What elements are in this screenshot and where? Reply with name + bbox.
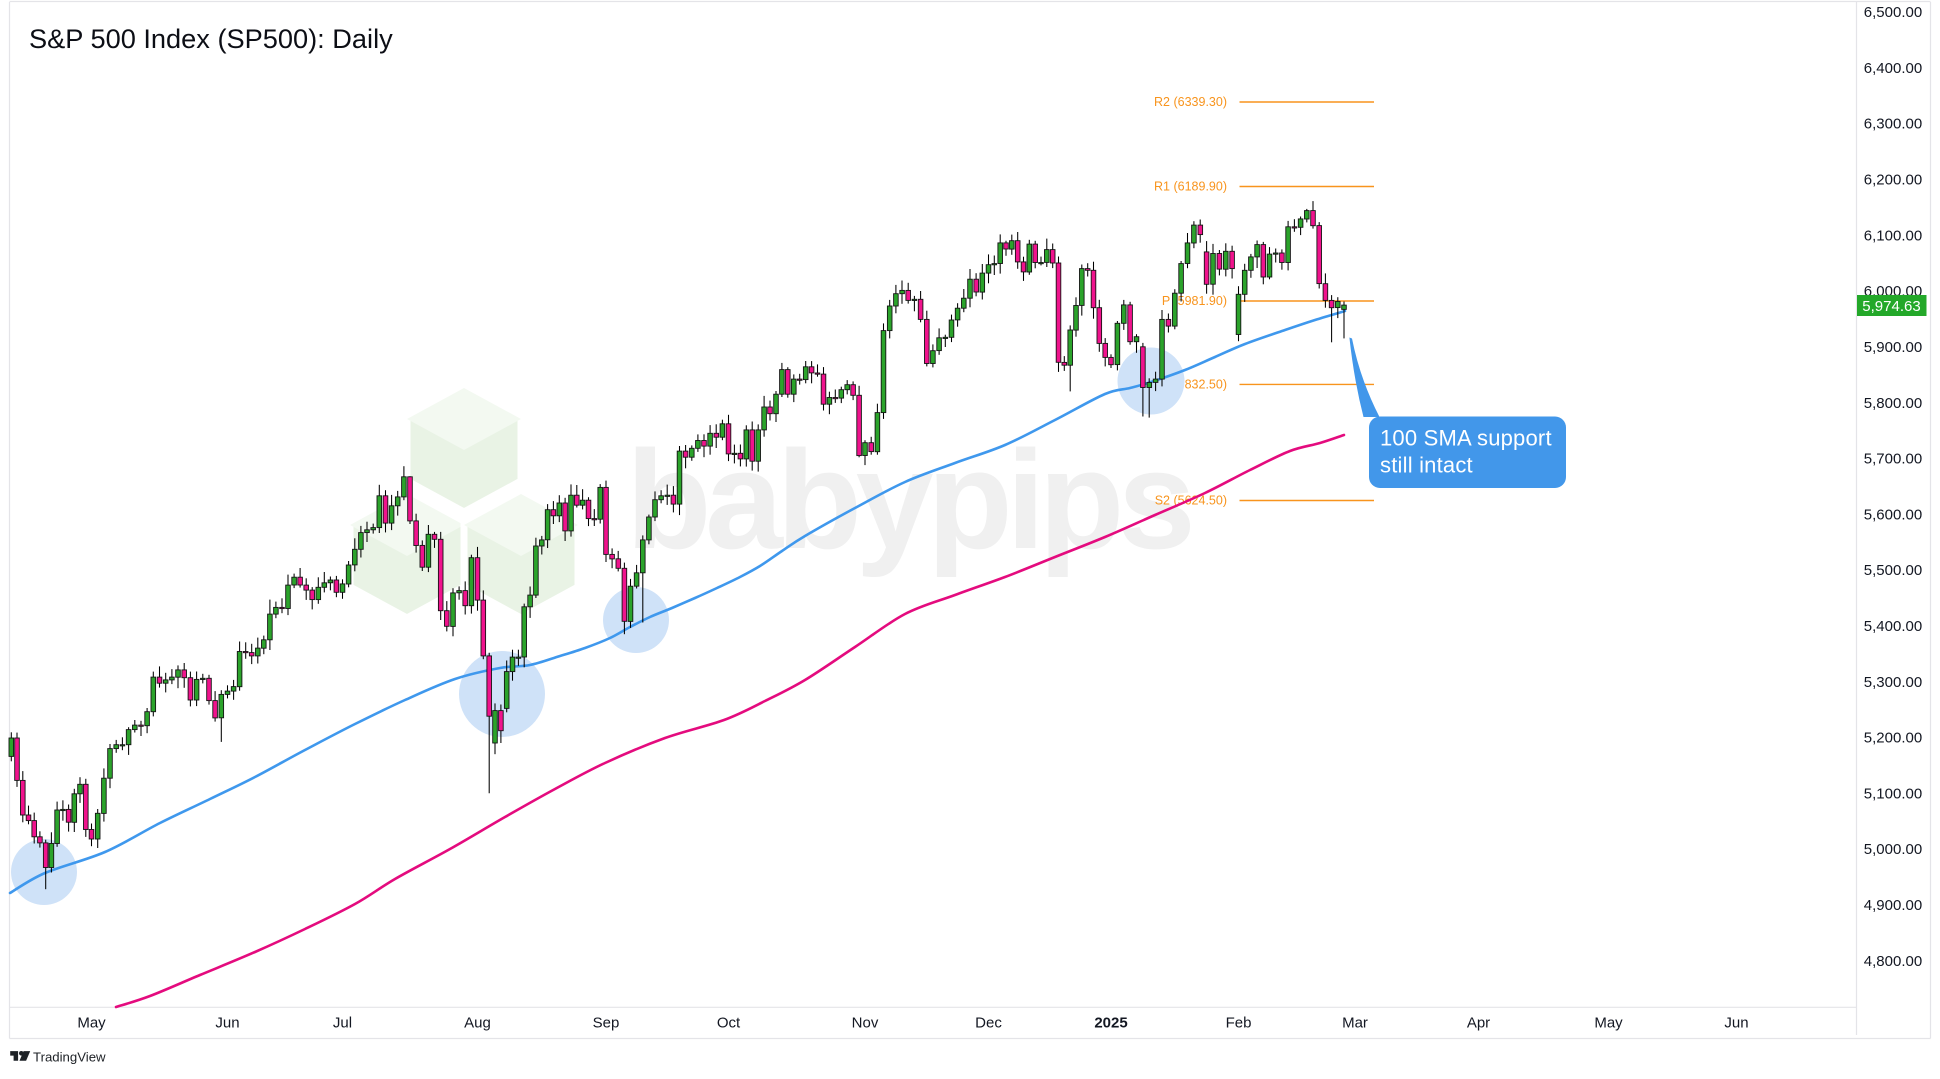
svg-text:May: May [77,1015,106,1032]
svg-text:100 SMA support: 100 SMA support [1380,426,1552,451]
svg-text:R2 (6339.30): R2 (6339.30) [1154,95,1227,109]
svg-text:5,700.00: 5,700.00 [1864,451,1922,468]
svg-text:4,800.00: 4,800.00 [1864,953,1922,970]
svg-text:Jul: Jul [333,1015,352,1032]
svg-text:4,900.00: 4,900.00 [1864,897,1922,914]
svg-text:6,500.00: 6,500.00 [1864,4,1922,21]
svg-text:still intact: still intact [1380,453,1473,478]
svg-text:5,600.00: 5,600.00 [1864,506,1922,523]
svg-text:S&P 500 Index (SP500): Daily: S&P 500 Index (SP500): Daily [29,23,393,54]
svg-text:Sep: Sep [593,1015,620,1032]
svg-text:5,900.00: 5,900.00 [1864,339,1922,356]
svg-text:2025: 2025 [1094,1015,1127,1032]
svg-text:P (5981.90): P (5981.90) [1162,294,1227,308]
svg-text:5,400.00: 5,400.00 [1864,618,1922,635]
svg-text:5,300.00: 5,300.00 [1864,674,1922,691]
svg-text:Apr: Apr [1467,1015,1490,1032]
svg-text:5,800.00: 5,800.00 [1864,395,1922,412]
svg-text:Oct: Oct [717,1015,741,1032]
svg-text:Aug: Aug [464,1015,491,1032]
svg-text:5,974.63: 5,974.63 [1862,298,1920,315]
svg-text:TradingView: TradingView [33,1049,106,1064]
svg-text:6,200.00: 6,200.00 [1864,172,1922,189]
svg-text:Nov: Nov [852,1015,879,1032]
svg-text:May: May [1594,1015,1623,1032]
svg-text:Mar: Mar [1342,1015,1368,1032]
svg-text:5,200.00: 5,200.00 [1864,730,1922,747]
svg-text:Feb: Feb [1226,1015,1252,1032]
svg-text:Jun: Jun [1724,1015,1748,1032]
svg-text:Jun: Jun [215,1015,239,1032]
svg-text:6,300.00: 6,300.00 [1864,116,1922,133]
svg-text:Dec: Dec [975,1015,1002,1032]
svg-text:5,000.00: 5,000.00 [1864,841,1922,858]
svg-text:R1 (6189.90): R1 (6189.90) [1154,180,1227,194]
svg-text:6,400.00: 6,400.00 [1864,60,1922,77]
svg-text:5,500.00: 5,500.00 [1864,562,1922,579]
svg-text:6,100.00: 6,100.00 [1864,227,1922,244]
svg-text:babypips: babypips [626,421,1191,578]
svg-text:5,100.00: 5,100.00 [1864,785,1922,802]
